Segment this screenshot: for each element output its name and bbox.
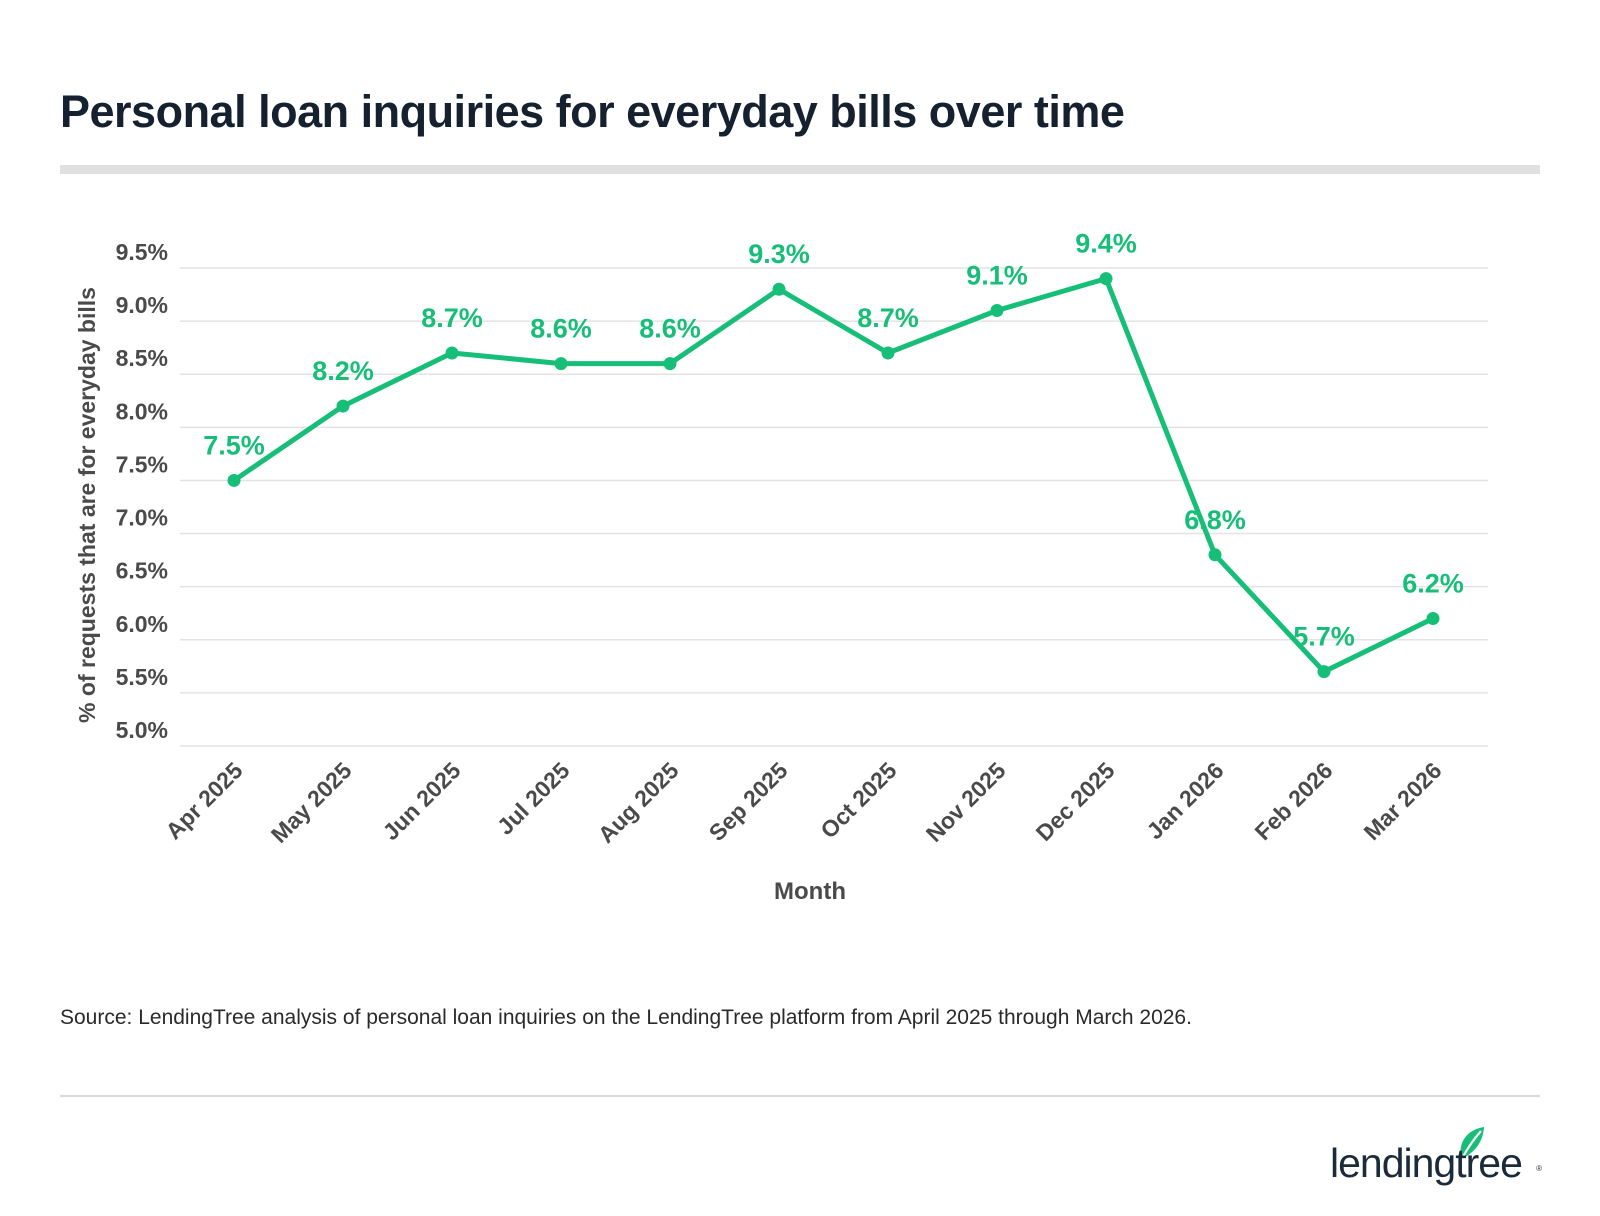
y-axis-label: % of requests that are for everyday bill…	[74, 287, 100, 723]
chart-title: Personal loan inquiries for everyday bil…	[60, 86, 1125, 137]
data-label: 6.2%	[1402, 569, 1464, 599]
leaf-icon	[1460, 1127, 1484, 1159]
series-line	[231, 276, 1436, 675]
line-chart: 5.0% 5.5% 6.0% 6.5% 7.0% 7.5% 8.0% 8.5% 9.0% 9.5%…	[74, 229, 1488, 905]
data-point	[1317, 665, 1331, 679]
data-point	[1208, 548, 1222, 562]
data-label: 6.8%	[1184, 505, 1246, 535]
x-tick-label: Apr 2025	[160, 757, 247, 844]
data-label: 9.3%	[748, 239, 810, 269]
x-tick-label: Sep 2025	[704, 757, 793, 846]
x-tick-label: Feb 2026	[1250, 757, 1338, 845]
registered-mark: ®	[1536, 1164, 1542, 1173]
data-point	[1099, 272, 1113, 286]
y-tick-label: 8.0%	[116, 398, 168, 424]
data-point	[1426, 612, 1440, 626]
x-tick-label: Dec 2025	[1031, 757, 1120, 846]
data-label: 8.2%	[312, 356, 374, 386]
data-point	[554, 357, 568, 371]
data-label: 8.6%	[530, 314, 592, 344]
y-tick-label: 7.0%	[116, 505, 168, 531]
data-point	[445, 346, 459, 360]
y-tick-label: 7.5%	[116, 451, 168, 477]
gridlines	[180, 267, 1488, 747]
x-tick-label: Aug 2025	[593, 757, 684, 848]
data-label: 8.7%	[421, 303, 483, 333]
data-points	[227, 272, 1440, 679]
x-tick-label: Jan 2026	[1141, 757, 1228, 844]
data-point	[663, 357, 677, 371]
data-label: 7.5%	[203, 430, 265, 460]
y-tick-label: 9.5%	[116, 239, 168, 265]
x-tick-label: Oct 2025	[815, 757, 901, 843]
x-tick-label: Mar 2026	[1359, 757, 1447, 845]
data-point	[227, 473, 241, 487]
lendingtree-logo: lendingtree ®	[1330, 1125, 1542, 1193]
data-point	[990, 303, 1004, 317]
data-labels: 7.5% 8.2% 8.7% 8.6% 8.6% 9.3% 8.7% 9.1% 9.4% 6.8%…	[203, 229, 1464, 652]
x-axis-ticks: Apr 2025 May 2025 Jun 2025 Jul 2025 Aug 2025…	[160, 757, 1446, 848]
x-tick-label: Jun 2025	[378, 757, 466, 845]
footer-divider	[60, 1095, 1540, 1097]
logo-wordmark: lendingtree	[1330, 1140, 1523, 1186]
y-tick-label: 9.0%	[116, 292, 168, 318]
data-label: 9.1%	[966, 260, 1028, 290]
y-tick-label: 6.5%	[116, 558, 168, 584]
series-line-path	[231, 276, 1436, 675]
y-axis-ticks: 5.0% 5.5% 6.0% 6.5% 7.0% 7.5% 8.0% 8.5% 9.0% 9.5%	[116, 239, 168, 743]
data-label: 9.4%	[1075, 229, 1137, 259]
y-tick-label: 5.5%	[116, 664, 168, 690]
data-point	[881, 346, 895, 360]
data-point	[772, 282, 786, 296]
x-tick-label: Nov 2025	[921, 757, 1011, 847]
data-label: 8.7%	[857, 303, 919, 333]
y-tick-label: 8.5%	[116, 345, 168, 371]
x-tick-label: May 2025	[266, 757, 357, 848]
y-tick-label: 5.0%	[116, 717, 168, 743]
y-tick-label: 6.0%	[116, 611, 168, 637]
title-divider	[60, 165, 1540, 174]
x-axis-label: Month	[774, 878, 846, 905]
source-note: Source: LendingTree analysis of personal…	[60, 1006, 1192, 1029]
x-tick-label: Jul 2025	[492, 757, 575, 840]
data-point	[336, 399, 350, 413]
data-label: 8.6%	[639, 314, 701, 344]
data-label: 5.7%	[1293, 622, 1355, 652]
